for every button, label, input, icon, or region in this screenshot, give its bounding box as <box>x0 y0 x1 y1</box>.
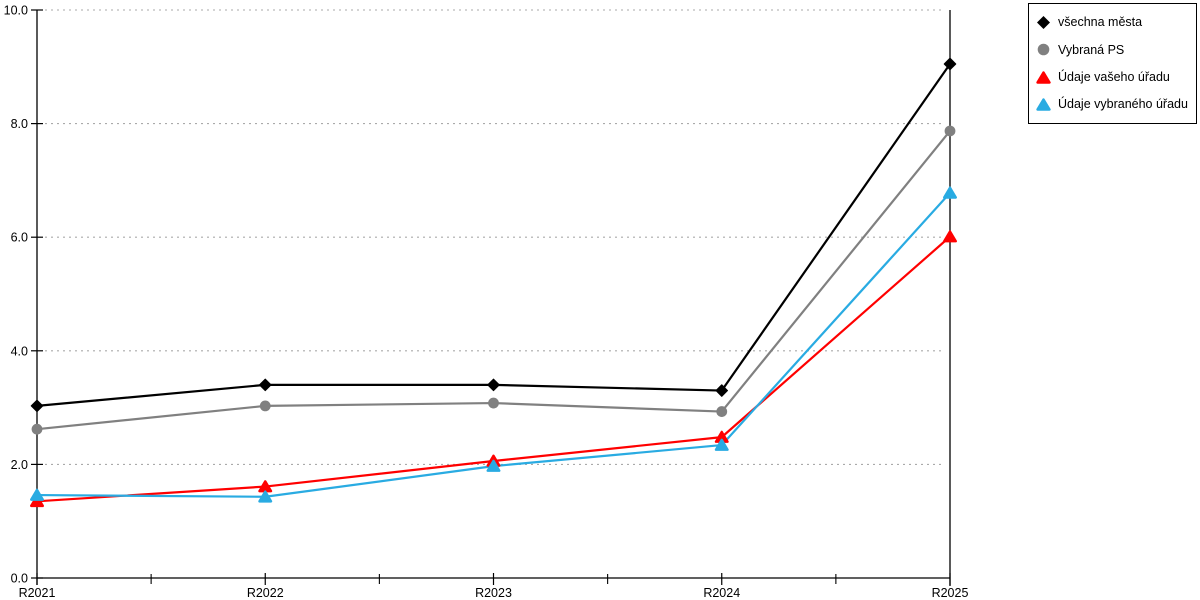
legend-label: Vybraná PS <box>1058 42 1125 57</box>
legend-triangle-icon <box>1036 98 1051 111</box>
data-point-s3-2 <box>486 459 501 472</box>
y-axis-tick-label: 10.0 <box>4 4 28 18</box>
series-line-0 <box>35 62 952 407</box>
data-point-s3-1 <box>258 490 273 503</box>
series-line-3 <box>35 191 952 498</box>
y-axis-tick-label: 0.0 <box>11 572 28 586</box>
data-point-s2-4 <box>943 230 957 243</box>
data-point-s3-3 <box>714 438 729 451</box>
legend-item-0: všechna města <box>1036 9 1189 36</box>
x-axis-tick-label: R2024 <box>703 586 740 600</box>
x-axis-tick-label: R2025 <box>932 586 969 600</box>
data-point-s2-0 <box>30 494 44 508</box>
data-point-s0-1 <box>258 378 272 392</box>
x-axis-tick-label: R2022 <box>247 586 284 600</box>
y-axis-tick-label: 6.0 <box>11 231 28 245</box>
legend-item-3: Údaje vybraného úřadu <box>1036 91 1189 118</box>
legend-diamond-icon <box>1037 16 1050 30</box>
data-point-s1-0 <box>31 423 43 435</box>
data-point-s1-1 <box>259 400 271 412</box>
legend-triangle-icon <box>1036 70 1051 84</box>
x-axis-tick-label: R2021 <box>19 586 56 600</box>
data-point-s0-3 <box>715 384 729 397</box>
data-point-s1-4 <box>944 125 956 137</box>
legend-label: Údaje vybraného úřadu <box>1058 97 1188 112</box>
legend-item-1: Vybraná PS <box>1036 36 1189 63</box>
x-axis-tick-label: R2023 <box>475 586 512 600</box>
y-axis-tick-label: 2.0 <box>11 458 28 472</box>
data-point-s3-4 <box>943 186 957 199</box>
data-point-s2-1 <box>258 480 273 493</box>
legend-circle-icon <box>1037 44 1050 56</box>
legend-label: všechna města <box>1058 15 1143 30</box>
data-point-s0-2 <box>487 378 500 392</box>
legend-label: Údaje vašeho úřadu <box>1058 69 1170 84</box>
data-point-s1-2 <box>488 397 499 409</box>
y-axis-tick-label: 8.0 <box>11 117 28 131</box>
y-axis-tick-label: 4.0 <box>11 344 28 358</box>
legend-item-2: Údaje vašeho úřadu <box>1036 64 1189 91</box>
data-point-s1-3 <box>716 406 728 417</box>
data-point-s3-0 <box>30 488 44 501</box>
data-point-s0-0 <box>30 399 44 413</box>
data-point-s0-4 <box>943 57 957 71</box>
chart-legend: všechna města Vybraná PS Údaje vašeho úřad… <box>1028 3 1197 124</box>
